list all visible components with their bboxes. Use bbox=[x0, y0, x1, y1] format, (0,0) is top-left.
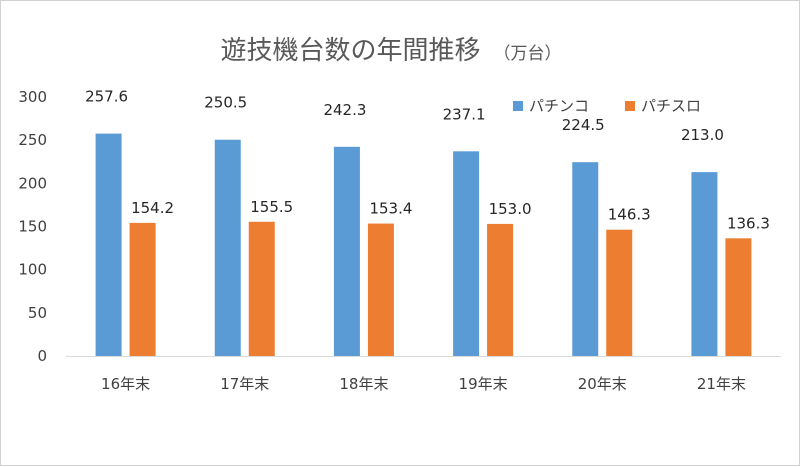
bar-pachislot bbox=[248, 221, 275, 356]
data-label: 153.0 bbox=[489, 200, 532, 218]
legend-swatch bbox=[625, 101, 635, 111]
legend: パチンコ パチスロ bbox=[513, 97, 701, 115]
chart-unit: （万台） bbox=[494, 44, 562, 64]
plot-area: 257.6 154.2 250.5 155.5 242.3 153.4 237.1 153.0… bbox=[85, 88, 770, 356]
data-label: 237.1 bbox=[443, 105, 486, 123]
data-label: 155.5 bbox=[250, 198, 293, 216]
y-axis: 0 50 100 150 200 250 300 bbox=[18, 88, 47, 365]
x-tick-label: 18年末 bbox=[339, 375, 388, 393]
chart-title: 遊技機台数の年間推移 （万台） bbox=[220, 36, 561, 66]
data-label: 154.2 bbox=[131, 199, 174, 217]
bar-pachislot bbox=[725, 238, 752, 356]
bar-pachislot bbox=[367, 223, 394, 356]
x-tick-label: 21年末 bbox=[697, 375, 746, 393]
bar-pachinko bbox=[95, 133, 122, 356]
data-label: 224.5 bbox=[562, 116, 605, 134]
data-label: 250.5 bbox=[204, 94, 247, 112]
data-label: 153.4 bbox=[369, 200, 412, 218]
bar-pachinko bbox=[214, 139, 241, 356]
data-label: 213.0 bbox=[681, 126, 724, 144]
y-tick-label: 200 bbox=[18, 174, 47, 192]
x-tick-label: 19年末 bbox=[459, 375, 508, 393]
y-tick-label: 300 bbox=[18, 88, 47, 106]
bar-pachinko bbox=[691, 172, 718, 356]
y-tick-label: 100 bbox=[18, 261, 47, 279]
y-tick-label: 250 bbox=[18, 131, 47, 149]
y-tick-label: 50 bbox=[28, 304, 47, 322]
legend-label: パチスロ bbox=[641, 97, 701, 115]
data-label: 136.3 bbox=[727, 214, 770, 232]
bar-pachinko bbox=[333, 146, 360, 356]
x-axis: 16年末 17年末 18年末 19年末 20年末 21年末 bbox=[66, 356, 781, 393]
bar-pachislot bbox=[129, 222, 156, 356]
bar-pachislot bbox=[487, 223, 514, 356]
x-tick-label: 20年末 bbox=[578, 375, 627, 393]
x-tick-label: 17年末 bbox=[220, 375, 269, 393]
y-tick-label: 0 bbox=[37, 347, 47, 365]
bar-pachinko bbox=[572, 162, 599, 356]
y-tick-label: 150 bbox=[18, 218, 47, 236]
bar-pachinko bbox=[453, 151, 480, 356]
bar-pachislot bbox=[606, 229, 633, 356]
chart-title-text: 遊技機台数の年間推移 bbox=[220, 36, 480, 66]
x-tick-label: 16年末 bbox=[101, 375, 150, 393]
data-label: 242.3 bbox=[323, 101, 366, 119]
data-label: 257.6 bbox=[85, 88, 128, 106]
legend-label: パチンコ bbox=[529, 97, 589, 115]
data-label: 146.3 bbox=[608, 206, 651, 224]
legend-swatch bbox=[513, 101, 523, 111]
